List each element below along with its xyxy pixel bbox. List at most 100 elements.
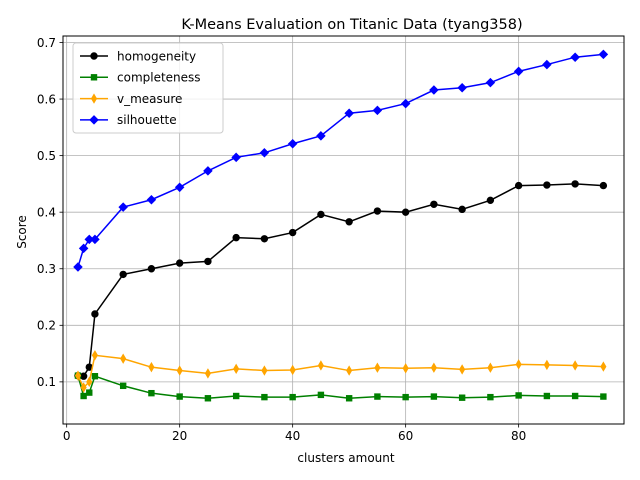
data-point-completeness	[345, 395, 353, 402]
legend-marker	[90, 52, 98, 60]
legend-label: v_measure	[117, 92, 182, 106]
data-point-v_measure	[374, 362, 381, 373]
data-point-v_measure	[80, 382, 87, 393]
data-point-v_measure	[346, 365, 353, 376]
series-homogeneity	[74, 180, 608, 380]
data-point-completeness	[515, 392, 522, 399]
x-tick-label: 60	[398, 429, 413, 443]
series-silhouette	[73, 49, 609, 272]
data-point-completeness	[176, 393, 183, 400]
data-point-v_measure	[459, 364, 466, 375]
y-tick-label: 0.2	[37, 319, 56, 333]
data-point-homogeneity	[599, 181, 608, 190]
x-axis: 0 20 40 60 80	[63, 424, 526, 443]
data-point-v_measure	[600, 361, 607, 372]
data-point-homogeneity	[79, 372, 88, 380]
data-point-completeness	[317, 391, 325, 399]
data-point-v_measure	[515, 359, 522, 370]
legend-entry-homogeneity: homogeneity	[80, 49, 196, 63]
data-point-homogeneity	[430, 200, 438, 208]
data-point-silhouette	[287, 138, 298, 149]
data-point-completeness	[232, 392, 240, 400]
data-point-homogeneity	[288, 228, 297, 237]
data-point-homogeneity	[317, 210, 325, 219]
y-tick-label: 0.6	[37, 92, 56, 106]
data-point-v_measure	[317, 360, 324, 371]
data-point-completeness	[289, 393, 296, 401]
y-tick-label: 0.7	[37, 36, 56, 50]
data-point-homogeneity	[119, 270, 127, 279]
series-layer	[73, 49, 609, 402]
data-point-completeness	[571, 392, 579, 400]
data-point-v_measure	[543, 359, 550, 371]
data-point-completeness	[374, 393, 381, 400]
x-tick-label: 40	[285, 429, 300, 443]
legend-label: silhouette	[117, 113, 177, 127]
legend: homogeneity completeness v_measure silhouet…	[72, 42, 224, 134]
y-axis-label: Score	[15, 215, 29, 249]
data-point-silhouette	[485, 77, 496, 88]
data-point-silhouette	[372, 105, 383, 116]
data-point-homogeneity	[147, 265, 156, 273]
data-point-homogeneity	[571, 180, 579, 188]
data-point-homogeneity	[373, 207, 382, 215]
data-point-homogeneity	[514, 181, 523, 190]
data-point-silhouette	[598, 49, 609, 60]
data-point-silhouette	[344, 108, 354, 118]
y-tick-label: 0.1	[37, 375, 56, 389]
series-v_measure	[74, 350, 607, 393]
legend-marker	[90, 93, 98, 104]
legend-label: homogeneity	[117, 49, 196, 63]
legend-entry-completeness: completeness	[80, 71, 201, 85]
y-tick-label: 0.5	[37, 149, 56, 163]
data-point-v_measure	[86, 376, 93, 388]
data-point-silhouette	[513, 66, 524, 77]
series-line-v_measure	[77, 354, 604, 389]
data-point-silhouette	[203, 166, 213, 176]
x-axis-label: clusters amount	[297, 451, 394, 465]
series-line-homogeneity	[77, 183, 604, 377]
data-point-completeness	[91, 373, 99, 380]
data-point-v_measure	[204, 368, 211, 379]
axes-frame	[62, 35, 625, 425]
data-point-v_measure	[148, 361, 155, 373]
series-line-silhouette	[77, 53, 604, 268]
data-point-homogeneity	[543, 181, 551, 189]
data-point-silhouette	[429, 85, 439, 95]
y-tick-label: 0.4	[37, 205, 56, 219]
data-point-silhouette	[316, 131, 326, 141]
data-point-silhouette	[146, 194, 157, 205]
data-point-homogeneity	[486, 196, 495, 205]
data-point-silhouette	[231, 152, 241, 163]
series-line-completeness	[77, 375, 604, 400]
data-point-completeness	[458, 394, 466, 401]
data-point-silhouette	[174, 182, 185, 193]
series-completeness	[74, 372, 607, 402]
data-point-v_measure	[572, 360, 579, 371]
data-point-silhouette	[78, 243, 89, 254]
data-point-silhouette	[400, 98, 411, 109]
data-point-v_measure	[91, 350, 98, 361]
data-point-silhouette	[570, 52, 580, 62]
data-point-v_measure	[289, 364, 296, 376]
data-point-v_measure	[402, 363, 409, 374]
legend-box	[72, 42, 224, 134]
data-point-completeness	[148, 389, 155, 397]
data-point-v_measure	[261, 365, 268, 376]
data-point-completeness	[119, 382, 127, 390]
data-point-silhouette	[542, 59, 552, 70]
data-point-completeness	[487, 393, 494, 401]
data-point-v_measure	[176, 365, 183, 376]
legend-marker	[90, 74, 98, 81]
data-point-v_measure	[74, 370, 82, 381]
data-point-v_measure	[233, 363, 240, 375]
data-point-homogeneity	[345, 218, 353, 226]
legend-marker	[89, 115, 99, 125]
x-tick-label: 80	[511, 429, 526, 443]
data-point-silhouette	[118, 202, 128, 212]
data-point-completeness	[261, 393, 268, 401]
data-point-homogeneity	[260, 235, 269, 243]
data-point-completeness	[80, 392, 87, 400]
data-point-v_measure	[487, 362, 494, 373]
